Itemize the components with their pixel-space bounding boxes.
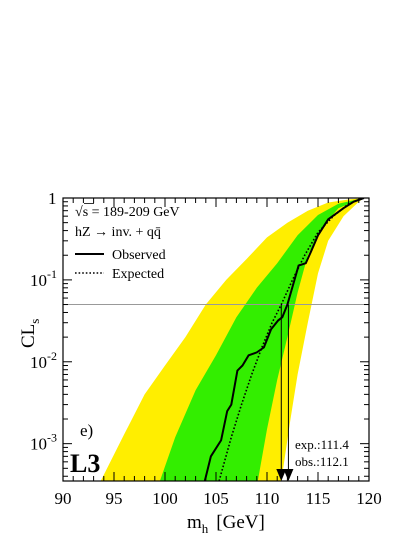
energy-label: √s = 189-209 GeV bbox=[75, 205, 180, 220]
observed-curve bbox=[203, 198, 365, 481]
y-tick-label: 10-1 bbox=[30, 267, 57, 290]
expected-curve bbox=[218, 198, 365, 481]
x-tick-label: 110 bbox=[255, 489, 280, 508]
x-axis-label: mh [GeV] bbox=[187, 512, 265, 536]
x-tick-label: 115 bbox=[306, 489, 331, 508]
x-tick-label: 105 bbox=[203, 489, 229, 508]
y-tick-label: 10-2 bbox=[30, 349, 57, 372]
expected-limit-arrow bbox=[276, 469, 287, 481]
process-label: hZ → inv. + qq̄ bbox=[75, 225, 161, 240]
plot-area bbox=[63, 198, 369, 481]
x-axis: 90 95 100 105 110 115 120 bbox=[55, 198, 382, 508]
panel-label: e) bbox=[80, 421, 93, 440]
x-tick-label: 95 bbox=[106, 489, 123, 508]
y-axis: 10-3 10-2 10-1 1 bbox=[30, 189, 369, 477]
x-tick-label: 90 bbox=[55, 489, 72, 508]
y-axis-label: CLs bbox=[18, 319, 42, 348]
observed-legend-label: Observed bbox=[112, 248, 166, 263]
observed-limit-arrow bbox=[283, 469, 294, 481]
x-tick-label: 100 bbox=[152, 489, 178, 508]
expected-legend-label: Expected bbox=[112, 267, 164, 282]
observed-limit-text: obs.:112.1 bbox=[295, 454, 349, 469]
legend: √s = 189-209 GeV hZ → inv. + qq̄ Observe… bbox=[75, 203, 180, 282]
one-sigma-band bbox=[159, 198, 364, 481]
y-tick-label: 10-3 bbox=[30, 431, 57, 454]
y-tick-label: 1 bbox=[48, 189, 57, 208]
x-tick-label: 120 bbox=[356, 489, 382, 508]
expected-limit-text: exp.:111.4 bbox=[295, 437, 349, 452]
experiment-logo: L3 bbox=[70, 449, 100, 478]
